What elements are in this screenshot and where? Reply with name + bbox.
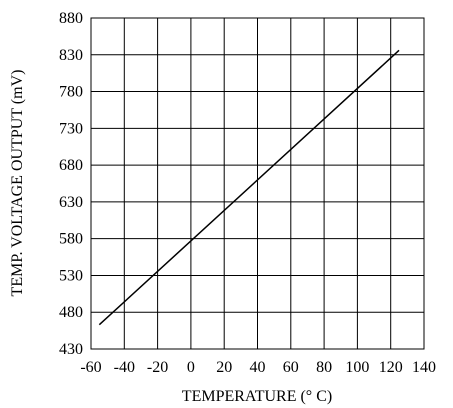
y-tick-label: 880 xyxy=(59,10,83,27)
y-tick-label: 480 xyxy=(59,304,83,321)
y-tick-label: 430 xyxy=(59,341,83,358)
x-tick-label: 40 xyxy=(250,359,266,376)
x-tick-label: 140 xyxy=(412,359,436,376)
y-tick-label: 780 xyxy=(59,84,83,101)
x-tick-label: 0 xyxy=(187,359,195,376)
y-tick-label: 680 xyxy=(59,157,83,174)
series-lines xyxy=(98,49,400,326)
x-tick-label: 60 xyxy=(283,359,299,376)
x-tick-label: 20 xyxy=(216,359,232,376)
y-tick-label: 730 xyxy=(59,120,83,137)
y-tick-label: 530 xyxy=(59,267,83,284)
y-axis-label: TEMP. VOLTAGE OUTPUT (mV) xyxy=(9,70,26,297)
y-tick-label: 630 xyxy=(59,194,83,211)
grid xyxy=(91,18,424,349)
y-tick-label: 830 xyxy=(59,47,83,64)
x-tick-label: -40 xyxy=(114,359,135,376)
x-tick-label: 120 xyxy=(379,359,403,376)
y-tick-labels: 430 480 530 580 630 680 730 780 830 880 xyxy=(59,10,83,358)
x-tick-label: -20 xyxy=(147,359,168,376)
x-tick-label: 100 xyxy=(345,359,369,376)
plot-frame xyxy=(90,17,425,350)
x-tick-label: 80 xyxy=(316,359,332,376)
series-line xyxy=(98,49,400,326)
x-tick-label: -60 xyxy=(80,359,101,376)
x-tick-labels: -60 -40 -20 0 20 40 60 80 100 120 140 xyxy=(80,359,436,376)
y-tick-label: 580 xyxy=(59,231,83,248)
x-axis-label: TEMPERATURE (° C) xyxy=(182,388,332,405)
